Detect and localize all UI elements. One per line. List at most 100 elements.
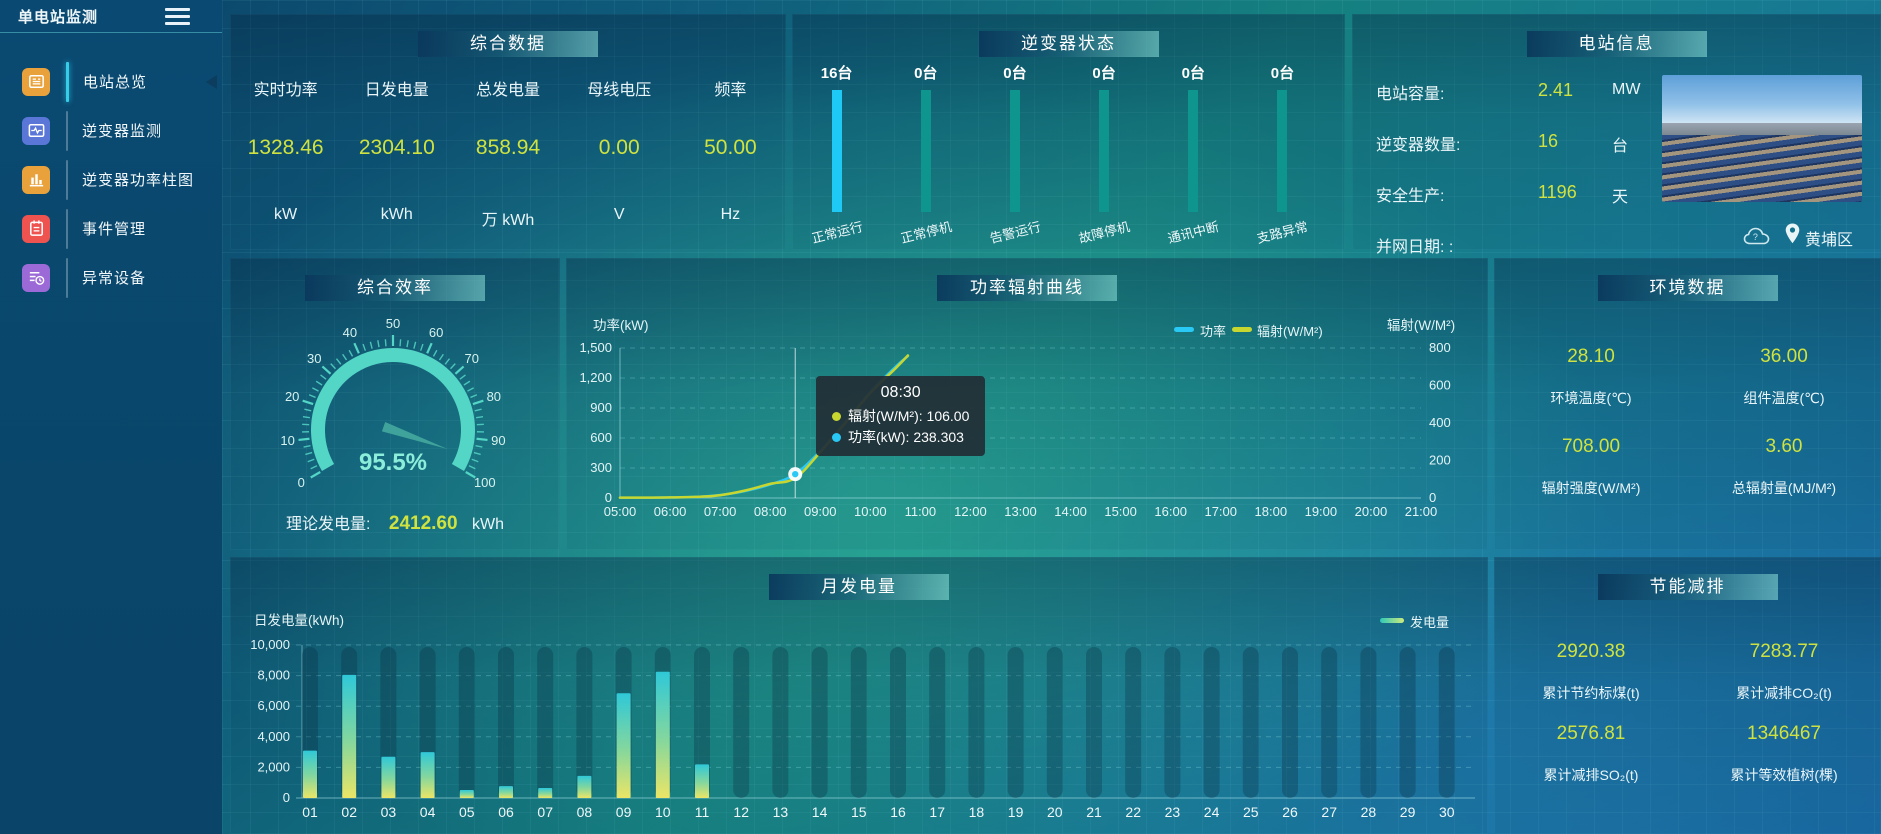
bar-shadow-pillar [576,647,593,798]
overview-icon [22,67,50,96]
monthly-generation-panel: 月发电量 0 2,000 4,000 6,000 8,000 10,000 日发电量(kWh… [230,557,1488,834]
bar-shadow-pillar [458,647,475,798]
stat-cell: 28.10 环境温度(℃) [1496,346,1686,408]
stat-value: 2576.81 [1556,723,1626,744]
bar-x-tick: 07 [537,804,553,820]
weather-cloud-icon[interactable]: ? [1743,226,1770,245]
station-info-label: 逆变器数量: [1376,137,1461,154]
inverter-status-count: 0台 [1092,65,1116,82]
inverter-status-item: 0台 告警运行 [970,62,1059,246]
monthly-bar-chart[interactable]: 0 2,000 4,000 6,000 8,000 10,000 日发电量(kWh) 发电量 0… [230,557,1488,834]
bar-shadow-pillar [1046,647,1063,798]
inverter-status-label: 告警运行 [988,218,1043,247]
gauge-tick-label: 60 [429,325,443,340]
sidebar-item-event-management[interactable]: 事件管理 [0,204,222,253]
power-radiation-chart[interactable]: 0 300 600 900 1,200 1,500 0 200 400 600 800 05:00 06… [566,258,1488,550]
station-info-row: 电站容量: 2.41 MW [1376,80,1666,131]
right-axis-tick: 200 [1429,453,1451,468]
stat-label: 辐射强度(W/M²) [1541,480,1641,496]
stat-value: 1346467 [1747,723,1821,744]
bar-y-tick: 6,000 [257,698,290,713]
energy-saving-panel: 节能减排 2920.38 累计节约标煤(t) 7283.77 累计减排CO₂(t) 25… [1494,557,1881,834]
gauge-tick-label: 80 [487,389,501,404]
bar-y-tick: 8,000 [257,668,290,683]
bar-y-tick: 10,000 [250,637,290,652]
bar-shadow-pillar [1242,647,1259,798]
bar-shadow-pillar [850,647,867,798]
theoretical-generation-label: 理论发电量: [285,516,371,533]
sidebar-item-label: 电站总览 [83,74,148,91]
x-axis-tick: 07:00 [704,504,737,519]
bar-x-tick: 03 [381,804,397,820]
gauge-tick-label: 20 [285,389,299,404]
legend-radiation-label: 辐射(W/M²) [1257,324,1323,339]
tooltip-time: 08:30 [880,384,921,401]
summary-stat-label: 日发电量 [364,82,429,99]
app-title: 单电站监测 [18,8,99,26]
stat-label: 环境温度(℃) [1550,390,1632,406]
station-photo [1662,75,1862,202]
gauge-tick-label: 40 [343,325,357,340]
left-axis-tick: 1,500 [579,340,612,355]
legend-radiation-swatch [1232,327,1252,332]
generation-bar [538,788,553,798]
power-radiation-panel: 功率辐射曲线 0 300 600 900 1,200 1,500 0 200 400 600 800… [566,258,1488,550]
x-axis-tick: 05:00 [604,504,637,519]
sidebar-menu: 电站总览逆变器监测 逆变器功率柱图 事件管理 异常设备 [0,57,222,302]
location-pin-icon[interactable] [1785,223,1800,244]
svg-text:?: ? [1753,232,1758,242]
inverter-status-label: 通讯中断 [1166,218,1221,247]
bar-x-tick: 11 [695,804,710,820]
bar-shadow-pillar [1438,647,1455,798]
summary-stat-label: 实时功率 [253,82,318,99]
inverter-status-bar [1099,90,1110,212]
sidebar-item-abnormal-devices[interactable]: 异常设备 [0,253,222,302]
bar-shadow-pillar [1282,647,1298,798]
bar-shadow-pillar [1360,647,1377,798]
sidebar-item-inverter-monitor[interactable]: 逆变器监测 [0,106,222,155]
x-axis-tick: 20:00 [1355,504,1388,519]
bar-shadow-pillar [537,647,554,798]
bar-shadow-pillar [498,647,514,798]
x-axis-tick: 13:00 [1004,504,1037,519]
x-axis-tick: 10:00 [854,504,887,519]
summary-stat-value: 1328.46 [247,136,324,159]
station-info-row: 并网日期: : [1376,233,1666,284]
menu-item-divider [66,61,69,102]
sidebar-item-inverter-power-bars[interactable]: 逆变器功率柱图 [0,155,222,204]
hamburger-menu-icon[interactable] [165,7,190,25]
tooltip-series-dot [832,433,841,442]
theoretical-generation-row: 理论发电量: 2412.60 kWh [230,510,560,535]
inverter-status-panel-title: 逆变器状态 [978,31,1159,57]
station-info-panel-title: 电站信息 [1526,31,1707,57]
bar-x-tick: 09 [616,804,632,820]
bar-shadow-pillar [1007,647,1024,798]
x-axis-tick: 09:00 [804,504,837,519]
bar-x-tick: 22 [1125,804,1141,820]
sidebar-item-overview[interactable]: 电站总览 [0,57,222,106]
bar-legend-swatch [1380,618,1404,623]
summary-stat-unit: kWh [380,206,413,223]
bar-x-tick: 29 [1400,804,1416,820]
efficiency-panel: 综合效率 0 10 20 30 40 50 60 70 80 90 100 95.5% 理论发电量: … [230,258,560,550]
inverter-status-label: 故障停机 [1077,218,1132,247]
inverter-status-panel: 逆变器状态 16台 正常运行 0台 正常停机 0台 告警运行 0台 故障停机 0台 通讯中断 0台支… [792,14,1345,250]
inverter-power-bars-icon [22,165,50,194]
inverter-status-bars: 16台 正常运行 0台 正常停机 0台 告警运行 0台 故障停机 0台 通讯中断 0台 支路异常 [792,62,1327,246]
stat-cell: 708.00 辐射强度(W/M²) [1496,436,1686,498]
stat-cell: 1346467 累计等效植树(棵) [1689,723,1879,785]
photo-mountains [1662,123,1862,136]
x-axis-tick: 06:00 [654,504,687,519]
stat-label: 累计减排CO₂(t) [1736,685,1832,701]
stat-cell: 7283.77 累计减排CO₂(t) [1689,641,1879,703]
menu-item-divider [66,208,68,249]
collapse-panel-arrow-icon[interactable] [206,75,217,89]
station-info-label: 安全生产: [1376,188,1445,205]
gauge-tick-label: 100 [474,475,496,490]
bar-x-tick: 06 [498,804,514,820]
photo-solar-panels [1662,135,1862,202]
generation-bar [616,693,631,798]
bar-legend-label: 发电量 [1410,615,1449,630]
summary-stat-value: 0.00 [598,136,640,159]
x-axis-tick: 08:00 [754,504,787,519]
